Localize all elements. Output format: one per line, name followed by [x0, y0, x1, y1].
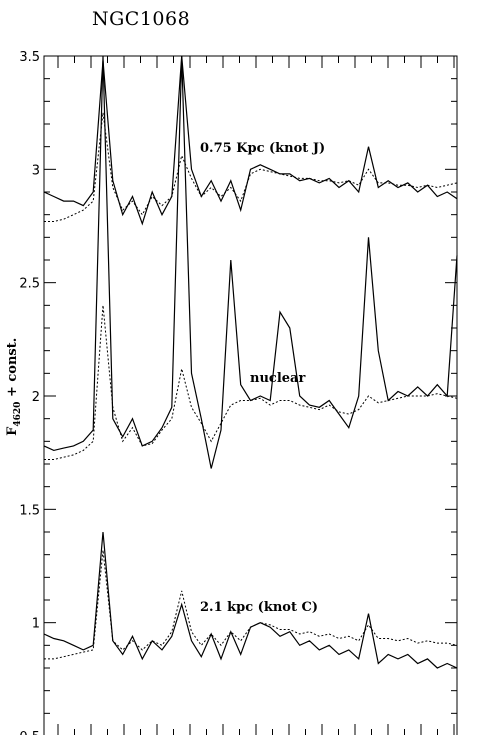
series-2-solid-line — [43, 55, 458, 469]
y-tick-labels: 0.5 1 1.5 2 2.5 3 3.5 — [19, 50, 40, 735]
y-tick-label: 1 — [32, 617, 40, 632]
series-1-solid-line — [43, 55, 458, 226]
y-tick-label: 2.5 — [19, 277, 40, 292]
y-tick-label: 3.5 — [19, 50, 40, 65]
y-tick-label: 2 — [32, 390, 40, 405]
series-annotation-1: 0.75 Kpc (knot J) — [200, 141, 325, 156]
spectrum-lines — [43, 55, 458, 669]
series-3-dotted-line — [44, 550, 458, 660]
chart-title: NGC1068 — [92, 8, 191, 30]
y-tick-label: 1.5 — [19, 503, 40, 518]
series-2-dotted-line — [44, 305, 458, 460]
y-tick-label: 0.5 — [19, 730, 40, 735]
series-annotation-2: nuclear — [250, 371, 305, 386]
annotations: 0.75 Kpc (knot J) nuclear 2.1 kpc (knot C) — [200, 141, 325, 615]
series-annotation-3: 2.1 kpc (knot C) — [200, 600, 318, 615]
y-tick-label: 3 — [32, 163, 40, 178]
